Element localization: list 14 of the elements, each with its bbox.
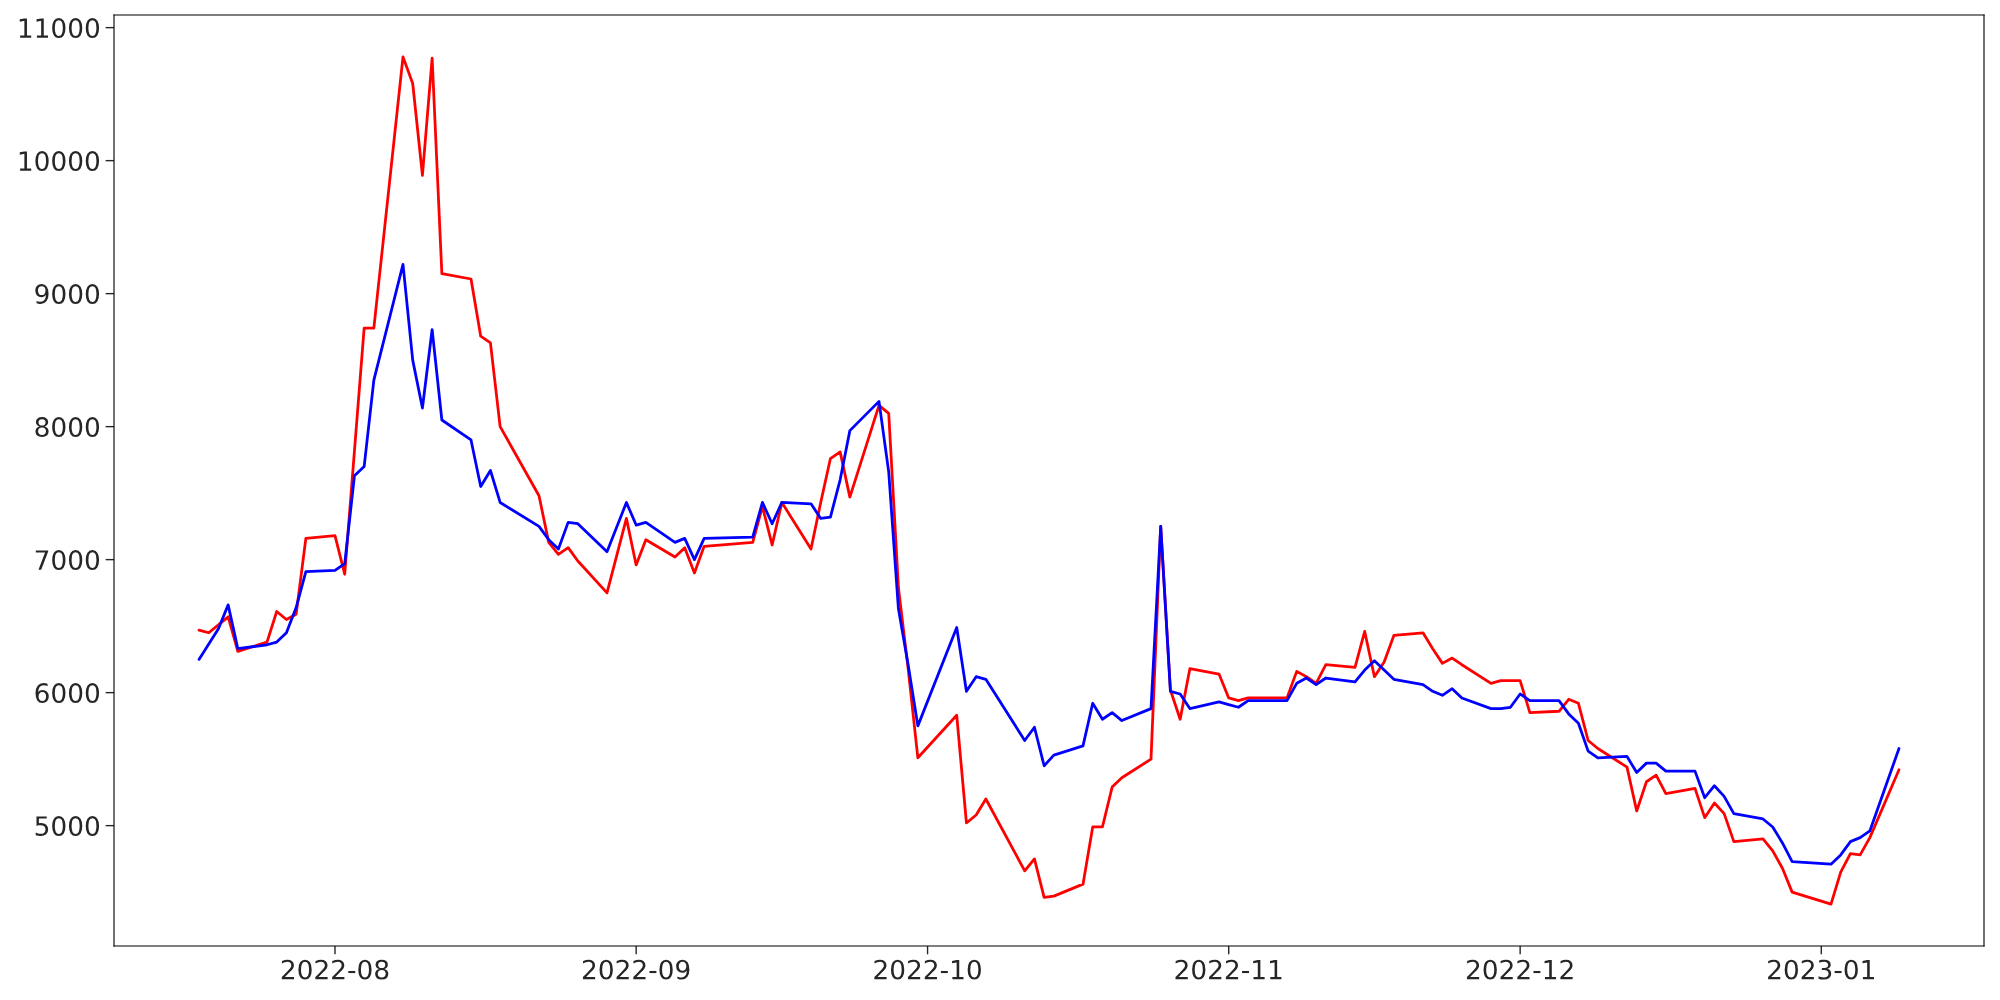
y-tick-label: 9000 <box>35 284 100 305</box>
x-tick-label: 2023-01 <box>1768 959 1874 980</box>
x-tick-label: 2022-09 <box>582 959 690 980</box>
y-tick-label: 11000 <box>19 18 100 39</box>
y-tick-label: 10000 <box>19 151 100 172</box>
x-tick-label: 2022-10 <box>874 959 981 980</box>
y-tick-label: 5000 <box>35 816 100 837</box>
y-tick-label: 7000 <box>35 550 100 571</box>
x-tick-label: 2022-11 <box>1175 959 1282 980</box>
x-tick-label: 2022-08 <box>281 959 389 980</box>
y-tick-label: 6000 <box>35 683 100 704</box>
y-tick-label: 8000 <box>35 417 100 438</box>
line-series <box>197 262 1901 866</box>
x-tick-label: 2022-12 <box>1466 959 1573 980</box>
